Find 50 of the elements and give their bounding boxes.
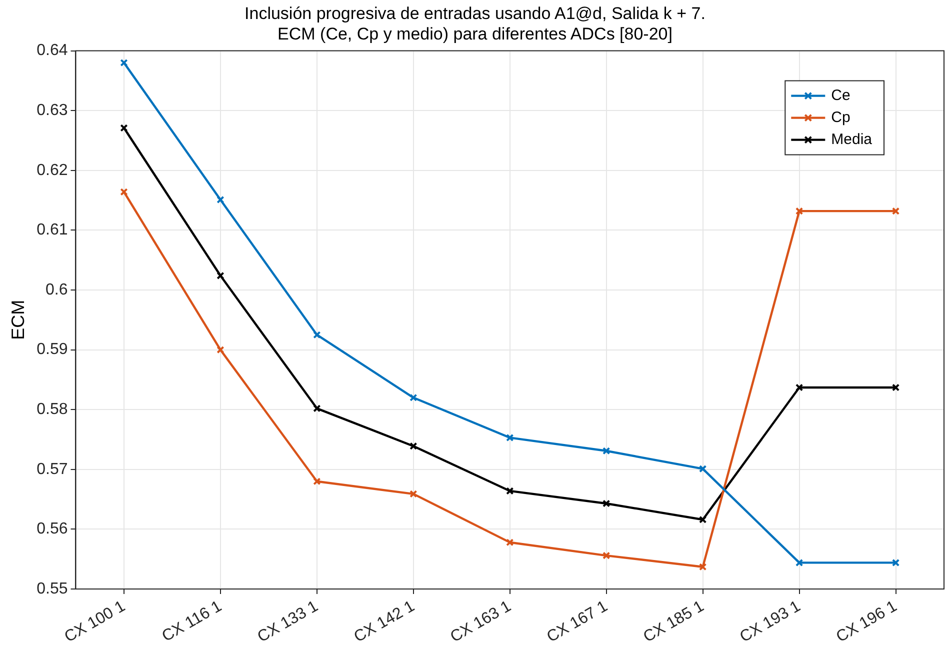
point: [506, 487, 514, 495]
point: [313, 404, 321, 412]
point: [698, 516, 707, 524]
y-tick-label: 0.57: [36, 460, 68, 478]
point: [602, 552, 610, 560]
y-tick-label: 0.56: [36, 520, 68, 538]
x-tick-label: CX 133 1: [254, 598, 322, 646]
point: [892, 207, 900, 215]
y-tick-label: 0.64: [36, 42, 68, 60]
point: [120, 58, 128, 67]
y-tick-label: 0.61: [36, 222, 68, 239]
x-tick-label: CX 185 1: [640, 598, 708, 646]
x-tick-label: CX 116 1: [159, 598, 225, 646]
x-tick-label: CX 196 1: [834, 598, 900, 646]
point: [313, 478, 321, 486]
x-tick-label: CX 163 1: [448, 598, 514, 646]
point: [410, 442, 418, 450]
y-tick-label: 0.55: [36, 580, 68, 598]
legend-label: Media: [831, 130, 873, 148]
point: [892, 384, 900, 392]
y-tick-label: 0.62: [36, 162, 68, 179]
point: [698, 563, 707, 571]
y-axis-title: ECM: [8, 300, 28, 340]
point: [892, 558, 900, 567]
x-tick-label: CX 142 1: [351, 598, 418, 646]
point: [313, 331, 321, 339]
legend-label: Cp: [831, 108, 850, 126]
point: [602, 447, 610, 455]
point: [602, 500, 610, 508]
point: [216, 196, 224, 204]
point: [506, 538, 514, 546]
point: [410, 490, 418, 498]
x-tick-label: CX 100 1: [62, 598, 128, 646]
x-tick-label: CX 193 1: [737, 598, 804, 646]
point: [795, 384, 804, 392]
point: [795, 558, 804, 567]
point: [216, 272, 224, 280]
point: [795, 207, 804, 215]
point: [216, 346, 224, 354]
y-tick-label: 0.58: [36, 401, 68, 418]
y-tick-label: 0.59: [36, 341, 68, 358]
y-tick-label: 0.6: [45, 281, 68, 298]
legend-label: Ce: [831, 86, 850, 104]
point: [410, 394, 418, 402]
point: [120, 124, 128, 132]
point: [506, 434, 514, 442]
y-tick-label: 0.63: [36, 102, 68, 120]
x-tick-label: CX 167 1: [544, 598, 611, 646]
chart-title: Inclusión progresiva de entradas usando A1@d, Salida k + 7. ECM (Ce, Cp y medio) para diferentes ADCs [80-20]: [244, 4, 706, 44]
point: [698, 464, 707, 473]
